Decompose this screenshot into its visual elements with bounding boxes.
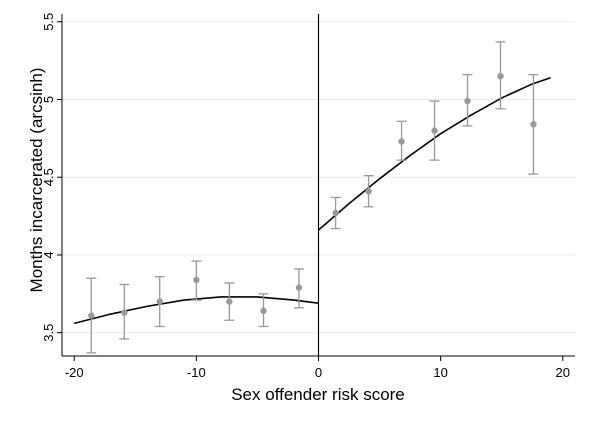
fit-line-right [317, 76, 551, 231]
y-tick-label: 4.5 [41, 168, 56, 186]
data-point [431, 127, 438, 134]
y-axis-label: Months incarcerated (arcsinh) [27, 68, 46, 293]
data-point [365, 188, 372, 195]
y-tick-label: 5 [41, 96, 56, 103]
x-tick-label: 0 [315, 365, 322, 380]
data-point [332, 209, 339, 217]
x-tick-label: -20 [65, 365, 84, 380]
x-tick-label: 20 [556, 365, 570, 380]
fit-lines [74, 76, 551, 325]
data-point [464, 97, 471, 105]
data-point [530, 121, 537, 128]
y-tick-label: 3.5 [41, 324, 56, 342]
data-point [497, 72, 504, 80]
data-point [295, 284, 303, 291]
x-axis-label: Sex offender risk score [231, 385, 405, 404]
x-tick-label: 10 [433, 365, 447, 380]
data-point [260, 307, 267, 315]
fit-line-left [74, 296, 319, 325]
data-point [156, 298, 163, 305]
y-tick-label: 4 [41, 251, 56, 258]
data-point [88, 312, 95, 319]
data-points [86, 41, 539, 354]
y-tick-label: 5.5 [41, 13, 56, 31]
data-point [193, 276, 200, 284]
x-tick-label: -10 [187, 365, 206, 380]
data-point [121, 309, 128, 316]
data-point [398, 138, 405, 145]
data-point [226, 298, 233, 305]
tick-labels: 3.5 4 4.5 5 5.5 -20 -10 0 10 20 [41, 13, 570, 380]
